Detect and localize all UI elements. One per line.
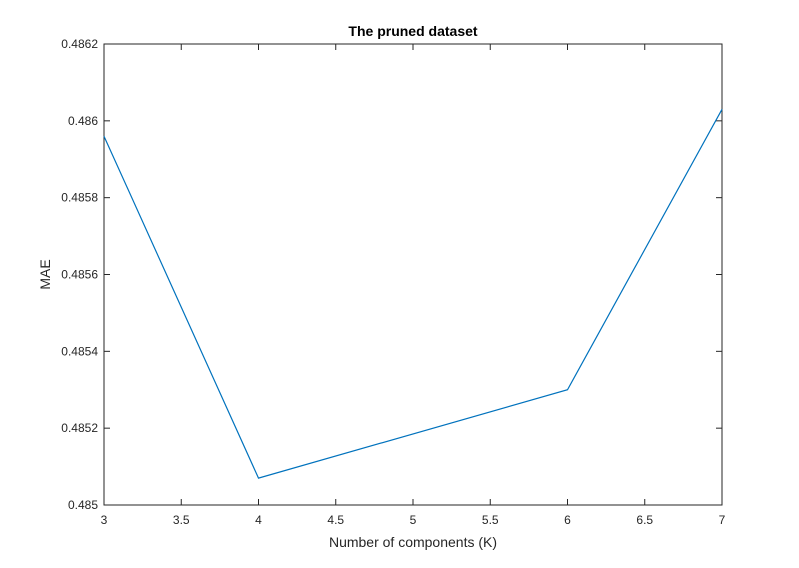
y-tick-label: 0.4852 [61, 421, 98, 435]
x-tick-label: 6 [564, 513, 571, 527]
series-layer [103, 109, 723, 479]
x-tick-label: 6.5 [636, 513, 653, 527]
y-tick-label: 0.4862 [61, 37, 98, 51]
x-tick-label: 5.5 [482, 513, 499, 527]
y-tick-label: 0.4858 [61, 191, 98, 205]
x-axis-label: Number of components (K) [329, 534, 497, 550]
axis-ticks: 3 3.5 4 4.5 5 5.5 6 6.5 7 0.485 0.4852 0.4854 0.4856… [61, 37, 725, 527]
x-tick-label: 7 [719, 513, 726, 527]
y-axis-label: MAE [37, 259, 53, 289]
chart-title: The pruned dataset [348, 23, 477, 39]
y-tick-label: 0.485 [68, 498, 98, 512]
series-line [103, 109, 723, 479]
x-tick-label: 4.5 [327, 513, 344, 527]
x-tick-label: 5 [410, 513, 417, 527]
plot-area [103, 43, 723, 506]
y-tick-label: 0.4856 [61, 268, 98, 282]
x-tick-label: 4 [255, 513, 262, 527]
y-tick-label: 0.4854 [61, 344, 98, 358]
y-tick-label: 0.486 [68, 114, 98, 128]
x-tick-label: 3.5 [173, 513, 190, 527]
x-tick-label: 3 [101, 513, 108, 527]
